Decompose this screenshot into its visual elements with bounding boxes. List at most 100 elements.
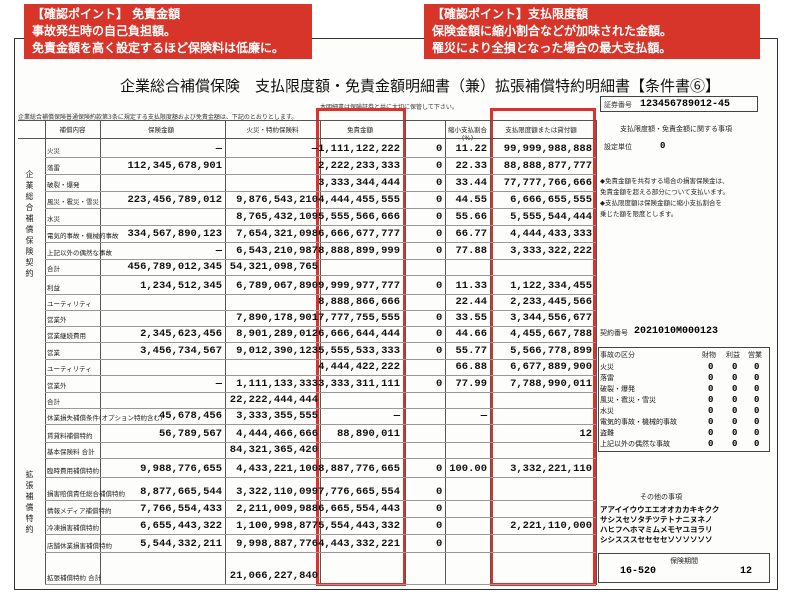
cell-flag: 0 <box>436 245 443 257</box>
cell-deductible: 4,443,332,221 <box>318 538 400 550</box>
cell-flag: 0 <box>436 312 443 324</box>
column-header: 縮小支払割合(%) <box>448 126 487 142</box>
cell-sum: — <box>215 378 222 390</box>
cell-premium: 9,012,390,123 <box>236 345 318 357</box>
row-label: 水災 <box>47 215 60 223</box>
rule <box>596 120 597 585</box>
panel-table-header: 利益 <box>726 351 740 359</box>
rule <box>45 500 596 501</box>
rule <box>45 392 596 393</box>
rule <box>45 359 596 360</box>
cell-sum: 9,988,776,655 <box>140 463 222 475</box>
row-label: 火災 <box>47 147 60 155</box>
cell-sum: 5,544,332,211 <box>140 538 222 550</box>
cell-ratio: 11.33 <box>455 280 487 292</box>
cell-deductible: 88,890,011 <box>336 428 400 440</box>
cell-premium: 9,998,887,776 <box>236 538 318 550</box>
intro: 企業総合補償保険普通保険約款第3条に規定する支払限度額および免責金額は、下記のと… <box>18 114 298 121</box>
cell-premium: 7,890,178,901 <box>236 312 318 324</box>
cell-flag: 0 <box>436 520 443 532</box>
panel-table-cell: 電気的事故・機械的事故 <box>600 418 677 426</box>
cell-premium: 8,765,432,109 <box>236 211 318 223</box>
row-label: 営業 <box>47 349 60 357</box>
column-header: 補償内容 <box>59 126 86 134</box>
rule <box>45 517 596 518</box>
row-label: 営業外 <box>47 316 67 324</box>
panel-table-cell: 0 <box>754 384 760 394</box>
row-label: ユーティリティ <box>47 300 92 308</box>
row-label: 合計 <box>47 265 60 273</box>
rule <box>45 552 596 553</box>
cell-limit: 3,344,556,677 <box>510 312 592 324</box>
rule <box>45 477 596 478</box>
panel-table-cell: 水災 <box>600 407 614 415</box>
panel-table-cell: 0 <box>754 439 760 449</box>
cell-deductible: — <box>393 410 400 422</box>
cell-ratio: 44.55 <box>455 194 487 206</box>
cell-premium: 3,333,355,555 <box>236 410 318 422</box>
cell-premium: 6,543,210,987 <box>236 245 318 257</box>
cell-premium: 7,654,321,098 <box>236 228 318 240</box>
panel-table-cell: 0 <box>708 395 714 405</box>
cell-sum: 456,789,012,345 <box>127 261 222 273</box>
panel-table-cell: 0 <box>732 362 738 372</box>
panel-table-cell: 0 <box>754 395 760 405</box>
row-label: 基本保険料 合計 <box>47 448 95 456</box>
panel-note: 免責金額を超える部分について支払います。 <box>600 188 729 196</box>
cell-ratio: 22.44 <box>455 296 487 308</box>
cell-premium: 2,211,009,988 <box>236 503 318 515</box>
cell-ratio: 44.66 <box>455 328 487 340</box>
panel-table-cell: 0 <box>732 428 738 438</box>
panel-table <box>598 347 770 452</box>
cell-ratio: 55.66 <box>455 211 487 223</box>
row-label: 損害賠償責任総合補償特約 <box>47 490 125 498</box>
panel-table-cell: 0 <box>708 373 714 383</box>
row-label: 臨時費用補償特約 <box>47 467 99 475</box>
cell-premium: 8,901,289,012 <box>236 328 318 340</box>
cell-flag: 0 <box>436 378 443 390</box>
cell-flag: 0 <box>436 503 443 515</box>
row-label: 冷凍損害補償特約 <box>47 524 99 532</box>
row-label: 落雷 <box>47 164 60 172</box>
contract-number: 2021010M000123 <box>634 326 719 337</box>
cell-deductible: 1,111,122,222 <box>318 143 400 155</box>
cell-ratio: 33.55 <box>455 312 487 324</box>
cell-premium: 9,876,543,210 <box>236 194 318 206</box>
callout-line: 保険金額に縮小割合などが加味された金額。 <box>432 24 673 38</box>
rule <box>45 375 596 376</box>
contract-label: 契約番号 <box>600 329 628 337</box>
panel-table-cell: 0 <box>732 439 738 449</box>
column-header: 免責金額 <box>347 126 373 134</box>
cell-sum: 56,789,567 <box>158 428 222 440</box>
cell-deductible: 3,333,311,111 <box>318 378 400 390</box>
cell-limit: 5,555,544,444 <box>510 211 592 223</box>
panel-table-cell: 0 <box>754 417 760 427</box>
cell-premium: 1,100,998,877 <box>236 520 318 532</box>
policy-box <box>600 96 758 112</box>
panel-table-cell: 0 <box>754 428 760 438</box>
cell-flag: 0 <box>436 345 443 357</box>
cell-premium: — <box>311 143 318 155</box>
cell-deductible: 5,555,533,333 <box>318 345 400 357</box>
row-label: 上記以外の偶然な事故 <box>47 249 112 257</box>
cell-sum: 8,877,665,544 <box>140 486 222 498</box>
callout: 【確認ポイント】支払限度額 保険金額に縮小割合などが加味された金額。 罹災により… <box>424 4 760 59</box>
panel-table-cell: 0 <box>732 373 738 383</box>
rule <box>45 242 596 243</box>
cell-ratio: 22.33 <box>455 160 487 172</box>
panel-table-cell: 0 <box>732 406 738 416</box>
cell-deductible: 8,888,899,999 <box>318 245 400 257</box>
panel-table-cell: 0 <box>732 384 738 394</box>
other-line: アアイイウウエエオオカカキキクク <box>600 507 720 515</box>
other-title: その他の事項 <box>640 493 682 501</box>
cell-limit: 3,332,221,110 <box>510 463 592 475</box>
cell-sum: 6,655,443,322 <box>140 520 222 532</box>
cell-deductible: 6,666,677,777 <box>318 228 400 240</box>
panel-note: 乗じた額を限度とします。 <box>600 210 678 218</box>
panel-table-cell: 火災 <box>600 363 614 371</box>
period: 16-520 <box>620 566 657 577</box>
cell-limit: 77,777,766,666 <box>503 177 592 189</box>
cell-flag: 0 <box>436 194 443 206</box>
rule <box>45 424 596 425</box>
